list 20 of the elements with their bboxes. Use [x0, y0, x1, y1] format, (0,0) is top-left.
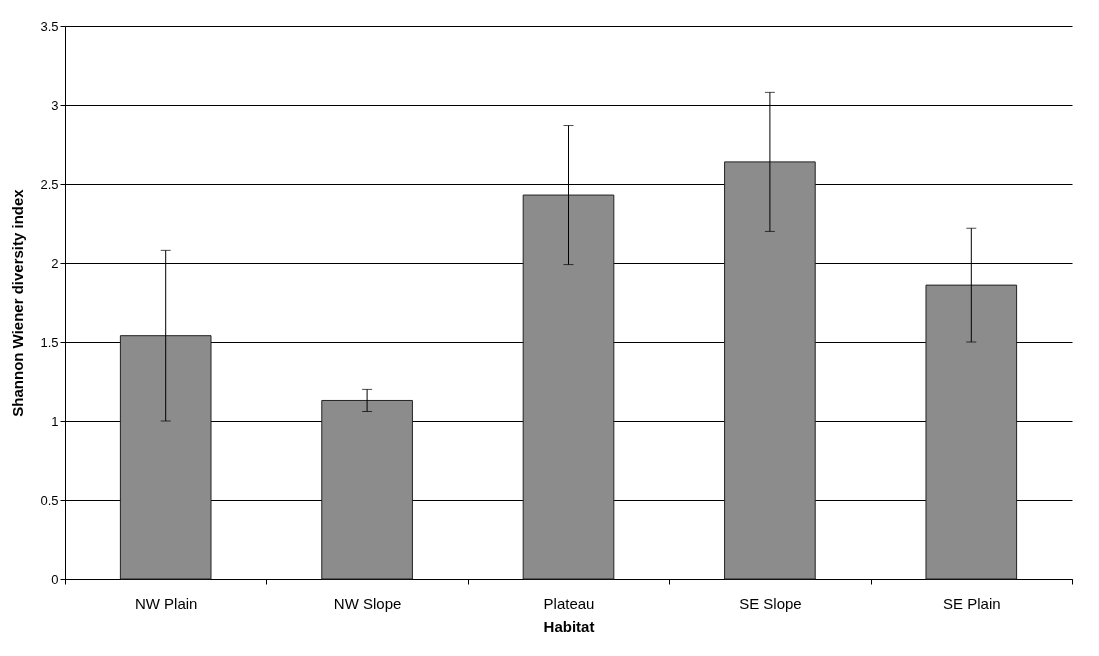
bar: [119, 335, 212, 580]
y-tick-label: 1: [51, 413, 59, 429]
y-tick-label: 3.5: [40, 18, 59, 34]
x-tick-label: SE Plain: [943, 594, 1001, 612]
x-tick-label: SE Slope: [739, 594, 802, 612]
x-tick-label: Plateau: [543, 594, 595, 612]
y-tick-label: 3: [51, 97, 59, 113]
bar: [724, 161, 816, 580]
x-axis-title: Habitat: [543, 617, 595, 635]
y-tick-label: 0: [51, 571, 59, 587]
y-tick-label: 2.5: [40, 176, 59, 192]
x-tick-label: NW Slope: [333, 594, 402, 612]
bar: [522, 194, 615, 580]
bar: [321, 399, 413, 580]
y-tick-label: 1.5: [40, 334, 59, 350]
y-axis-title: Shannon Wiener diversity index: [9, 188, 27, 417]
y-tick-label: 0.5: [40, 492, 59, 508]
x-tick-label: NW Plain: [134, 594, 198, 612]
y-tick-label: 2: [51, 255, 59, 271]
bar: [925, 284, 1018, 580]
